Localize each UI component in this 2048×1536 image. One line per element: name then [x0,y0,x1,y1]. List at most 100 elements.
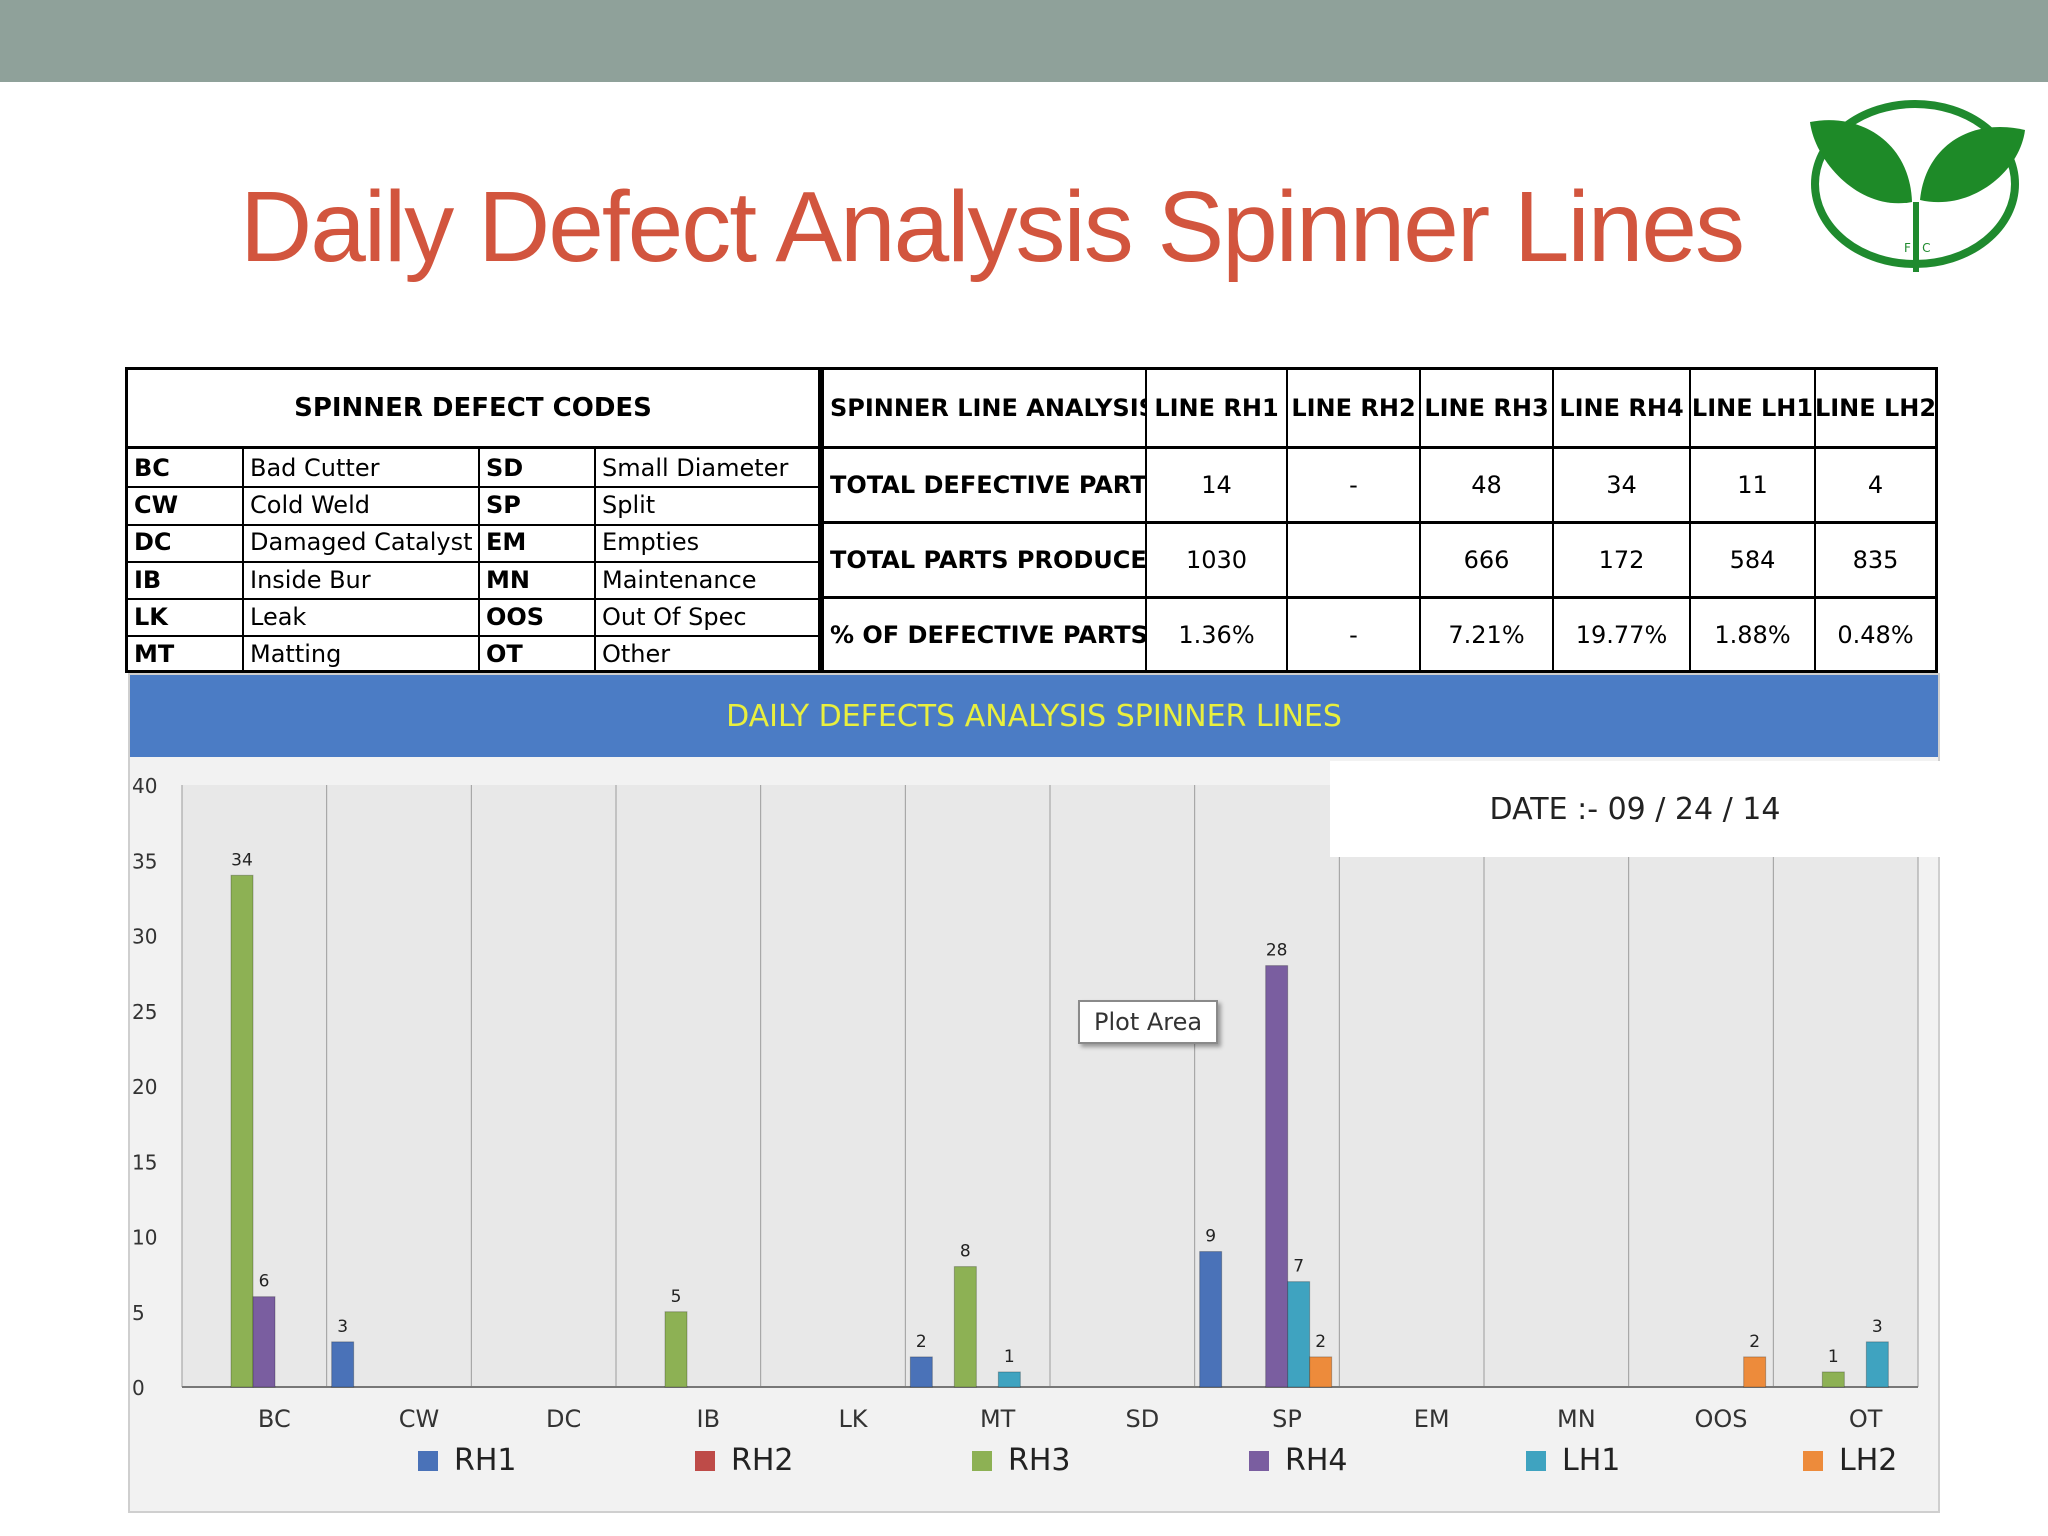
bar-value-label: 2 [916,1332,927,1352]
bar [997,1371,1021,1388]
legend-item: LH1 [1526,1443,1620,1478]
legend-label: RH4 [1285,1443,1348,1478]
legend-swatch [418,1450,438,1471]
y-tick-label: 25 [132,1000,157,1024]
legend-swatch [1249,1450,1269,1471]
bar [331,1341,355,1388]
bar [230,874,254,1388]
defect-description: Split [602,490,656,519]
x-tick-label: CW [399,1405,440,1433]
bar [909,1356,933,1388]
y-tick-label: 10 [132,1226,157,1250]
y-tick-label: 0 [132,1376,145,1400]
analysis-cell: - [1286,449,1419,521]
bar [1265,965,1289,1388]
analysis-cell: 14 [1145,449,1286,521]
bar [953,1266,977,1388]
analysis-cell: 7.21% [1419,599,1552,670]
x-tick-label: MT [980,1405,1016,1433]
bar-value-label: 3 [1872,1317,1883,1337]
codes-table-row: BC Bad Cutter SD Small Diameter [128,449,818,489]
analysis-row: % OF DEFECTIVE PARTS 1.36% -7.21% 19.77% 1.8… [821,599,1935,670]
legend-label: RH3 [1008,1443,1071,1478]
analysis-cell: 835 [1814,524,1935,596]
svg-text:F I C: F I C [1904,241,1930,255]
y-tick-label: 5 [132,1301,145,1325]
bar-value-label: 7 [1293,1257,1304,1277]
y-tick-label: 40 [132,774,157,798]
bar [1309,1356,1333,1388]
bar-value-label: 6 [259,1272,270,1292]
bar [1287,1281,1311,1388]
defects-chart: 0 5 10 15 20 25 30 35 40 BC 34 6 CW 3 DC IB 5 LK MT 2 8 1 SD SP… [128,673,1940,1513]
defect-code: CW [128,486,244,524]
line-header: LINE RH2 [1286,370,1419,446]
analysis-cell: 172 [1552,524,1689,596]
legend-swatch [1803,1450,1823,1471]
defect-code: LK [128,598,244,636]
defect-description: Other [602,640,671,669]
bar-value-label: 34 [231,850,253,870]
defect-code: MT [128,635,244,673]
defect-description: Small Diameter [602,453,789,482]
bar-value-label: 3 [337,1317,348,1337]
defect-description: Damaged Catalyst [244,523,480,561]
defect-codes-table: SPINNER DEFECT CODES BC Bad Cutter SD Small… [125,367,821,673]
analysis-cell: 48 [1419,449,1552,521]
defect-code: OOS [480,598,596,636]
analysis-row: TOTAL PARTS PRODUCED 1030 666 172 584 835 [821,524,1935,599]
bar [664,1311,688,1388]
defect-description: Cold Weld [244,486,480,524]
legend-label: LH2 [1839,1443,1898,1478]
analysis-header-row: SPINNER LINE ANALYSIS LINE RH1 LINE RH2 LIN… [821,370,1935,449]
bar-value-label: 9 [1205,1227,1216,1247]
codes-table-row: IB Inside Bur MN Maintenance [128,560,818,601]
analysis-cell: 34 [1552,449,1689,521]
analysis-cell: 19.77% [1552,599,1689,670]
legend-label: RH1 [454,1443,517,1478]
line-header: LINE RH3 [1419,370,1552,446]
y-tick-label: 15 [132,1150,157,1174]
line-header: LINE LH2 [1814,370,1935,446]
defect-code: IB [128,560,244,599]
analysis-cell [1286,524,1419,596]
y-tick-label: 35 [132,849,157,873]
x-tick-label: EM [1414,1405,1450,1433]
defect-description: Bad Cutter [244,449,480,487]
x-tick-label: OT [1849,1405,1883,1433]
bar [1199,1251,1223,1388]
bar-value-label: 1 [1828,1347,1839,1367]
line-header: LINE RH1 [1145,370,1286,446]
legend-item: RH4 [1249,1443,1348,1478]
x-tick-label: LK [838,1405,868,1433]
legend-item: LH2 [1803,1443,1897,1478]
defect-description: Matting [244,635,480,673]
defect-code: DC [128,523,244,561]
bar-value-label: 2 [1749,1332,1760,1352]
x-tick-label: BC [258,1405,291,1433]
analysis-cell: 11 [1689,449,1814,521]
defect-code: SD [480,449,596,487]
codes-table-title: SPINNER DEFECT CODES [128,370,818,449]
y-tick-label: 30 [132,925,157,949]
codes-table-row: MT Matting OT Other [128,635,818,673]
chart-legend: RH1 RH2 RH3 RH4 LH1 LH2 [290,1443,1897,1483]
company-logo: F I C [1810,100,2025,272]
defect-description: Empties [602,528,700,557]
y-tick-label: 20 [132,1075,157,1099]
legend-swatch [972,1450,992,1471]
x-tick-label: MN [1557,1405,1596,1433]
bar-value-label: 5 [671,1287,682,1307]
bar [1821,1371,1845,1388]
legend-item: RH1 [418,1443,517,1478]
bar-value-label: 8 [960,1242,971,1262]
analysis-cell: 4 [1814,449,1935,521]
defect-code: BC [128,449,244,487]
line-analysis-table: SPINNER LINE ANALYSIS LINE RH1 LINE RH2 LIN… [821,367,1938,673]
analysis-row-label: TOTAL DEFECTIVE PARTS [821,449,1145,521]
codes-table-row: CW Cold Weld SP Split [128,486,818,526]
defect-code: OT [480,635,596,673]
defect-code: MN [480,560,596,599]
analysis-cell: 1.88% [1689,599,1814,670]
